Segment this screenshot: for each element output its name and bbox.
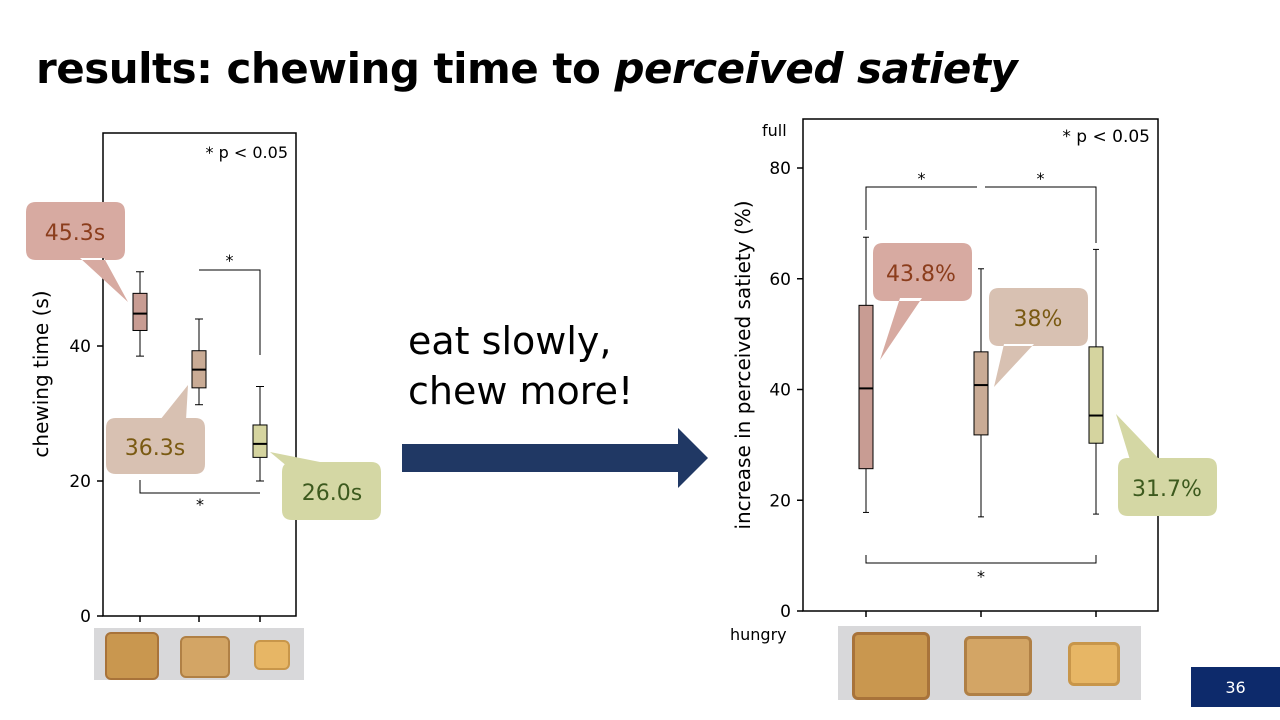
box: [973, 351, 989, 436]
callout-label: 38%: [1014, 307, 1063, 332]
y-tick-label: 60: [769, 270, 791, 290]
cookie-medium-image: [180, 636, 230, 678]
y-axis-label: increase in perceived satiety (%): [731, 200, 755, 529]
cookie-small-image: [254, 640, 290, 670]
axis-bottom-label: hungry: [730, 625, 787, 644]
y-axis-label: chewing time (s): [29, 290, 53, 457]
box: [858, 304, 874, 470]
callout-label: 26.0s: [302, 481, 362, 506]
callout-label: 45.3s: [45, 221, 105, 246]
box: [252, 424, 268, 458]
y-tick-label: 80: [769, 159, 791, 179]
y-tick-label: 20: [69, 472, 91, 492]
significance-note: * p < 0.05: [1062, 127, 1150, 147]
callout-label: 43.8%: [886, 262, 956, 287]
cookie-large-image: [852, 632, 930, 700]
y-tick-label: 40: [69, 337, 91, 357]
y-tick-label: 0: [780, 602, 791, 622]
callout-label: 36.3s: [125, 436, 185, 461]
significance-bracket: [139, 480, 260, 494]
callout-bubble: [1116, 414, 1217, 516]
chewing-time-chart: * p < 0.05 0 20 40 chewing time (s) * * 45.3s 36…: [26, 132, 381, 627]
callout-bubble: [989, 288, 1088, 387]
callout-label: 31.7%: [1132, 477, 1202, 502]
cookie-medium-image: [964, 636, 1032, 696]
significance-star: *: [196, 495, 204, 514]
title-emphasis: perceived satiety: [614, 44, 1018, 93]
significance-star: *: [977, 567, 985, 586]
box: [1088, 346, 1104, 444]
food-samples-right: [838, 626, 1141, 700]
callout-bubble: [873, 243, 972, 360]
y-tick-label: 40: [769, 381, 791, 401]
callout-bubble: [270, 452, 381, 520]
significance-note: * p < 0.05: [206, 143, 288, 162]
callout-bubble: [26, 202, 128, 302]
significance-star: *: [1037, 169, 1045, 188]
right-arrow-icon: [402, 428, 708, 488]
box: [132, 292, 148, 331]
significance-star: *: [918, 169, 926, 188]
cookie-small-image: [1068, 642, 1120, 686]
page-number: 36: [1191, 667, 1280, 707]
title-prefix: results: chewing time to: [36, 44, 615, 93]
significance-bracket: [985, 186, 1097, 243]
message-line-2: chew more!: [408, 369, 634, 413]
significance-star: *: [226, 251, 234, 270]
page-title: results: chewing time to perceived satie…: [36, 44, 1018, 93]
food-samples-left: [94, 628, 304, 680]
message-line-1: eat slowly,: [408, 319, 612, 363]
significance-bracket: [199, 269, 261, 355]
satiety-chart: * p < 0.05 0 20 40 60 80 increase in perceived…: [730, 118, 1217, 644]
y-tick-label: 20: [769, 491, 791, 511]
axis-top-label: full: [762, 121, 787, 140]
callout-bubble: [106, 385, 205, 474]
cookie-large-image: [105, 632, 159, 680]
message: eat slowly, chew more!: [408, 316, 633, 416]
significance-bracket: [865, 555, 1097, 564]
significance-bracket: [865, 186, 977, 230]
y-tick-label: 0: [80, 607, 91, 627]
